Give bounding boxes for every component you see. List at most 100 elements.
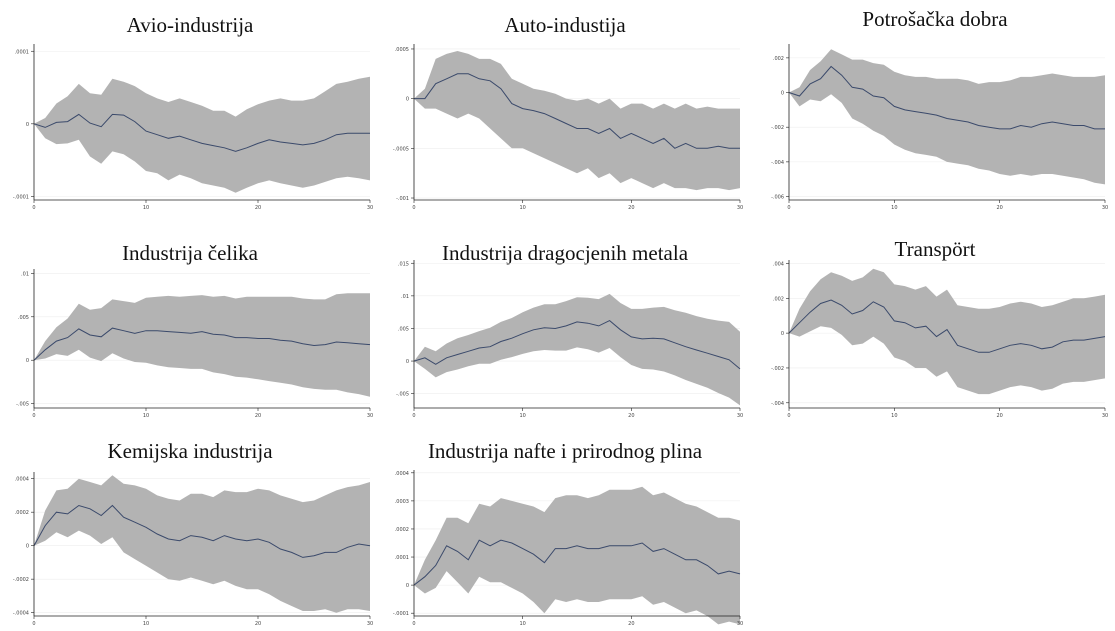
confidence-band <box>414 293 740 406</box>
chart-panel-auto: Auto-industija .0005 0 -.0005 -.001 0 10 20 30 <box>380 12 750 212</box>
y-tick-label: 0 <box>781 91 784 97</box>
y-tick-label: -.005 <box>396 392 409 398</box>
chart-title: Avio-industrija <box>126 13 254 37</box>
x-tick-label: 0 <box>32 621 35 627</box>
x-tick-label: 10 <box>891 413 897 419</box>
impulse-response-line <box>788 299 1106 353</box>
y-tick-label: .0003 <box>395 499 409 505</box>
chart-panel-nafta: Industrija nafte i prirodnog plina .0004… <box>380 438 750 628</box>
x-tick-label: 30 <box>1102 413 1108 419</box>
y-tick-label: .0002 <box>15 510 29 516</box>
x-tick-label: 20 <box>996 205 1002 211</box>
x-tick-label: 30 <box>737 205 743 211</box>
y-tick-label: .005 <box>18 315 29 321</box>
y-tick-label: .0002 <box>395 527 409 533</box>
chart-panel-potrosacka: Potrošačka dobra .002 0 -.002 -.004 -.006 0 10… <box>755 6 1115 212</box>
confidence-band <box>34 293 370 397</box>
chart-panel-kemijska: Kemijska industrija .0004 .0002 0 -.0002 -.0… <box>0 438 380 628</box>
x-tick-label: 30 <box>1102 205 1108 211</box>
y-tick-label: .004 <box>773 261 784 267</box>
impulse-response-line <box>413 320 741 370</box>
chart-title: Industrija nafte i prirodnog plina <box>427 439 703 463</box>
impulse-response-line <box>33 113 370 152</box>
chart-panel-avio: Avio-industrija .0001 0 -.0001 0 10 20 30 <box>0 12 380 212</box>
x-tick-label: 0 <box>787 205 790 211</box>
y-tick-label: -.0001 <box>13 194 29 200</box>
y-tick-label: .002 <box>773 296 784 302</box>
y-tick-label: -.0001 <box>393 611 409 617</box>
x-tick-label: 0 <box>32 205 35 211</box>
x-tick-label: 10 <box>143 205 149 211</box>
y-tick-label: 0 <box>26 122 29 128</box>
x-tick-label: 20 <box>255 621 261 627</box>
chart-plot: .015 .01 .005 0 -.005 0 10 20 30 <box>396 260 743 419</box>
impulse-response-line <box>788 65 1105 130</box>
y-tick-label: -.0002 <box>13 577 29 583</box>
y-tick-label: .01 <box>401 294 409 300</box>
chart-title: Auto-industija <box>504 13 626 37</box>
y-tick-label: .015 <box>398 261 409 267</box>
y-tick-label: .01 <box>21 271 29 277</box>
y-tick-label: .005 <box>398 326 409 332</box>
y-tick-label: -.0005 <box>393 146 409 152</box>
x-tick-label: 20 <box>628 205 634 211</box>
impulse-response-line <box>33 327 371 361</box>
y-tick-label: .0001 <box>15 49 29 55</box>
x-tick-label: 0 <box>412 205 415 211</box>
confidence-band <box>414 486 740 625</box>
y-tick-label: -.004 <box>771 160 784 166</box>
x-tick-label: 10 <box>519 205 525 211</box>
y-tick-label: .0004 <box>15 477 29 483</box>
x-tick-label: 0 <box>787 413 790 419</box>
x-tick-label: 30 <box>367 205 373 211</box>
y-tick-label: .0001 <box>395 555 409 561</box>
x-tick-label: 30 <box>737 621 743 627</box>
x-tick-label: 20 <box>996 413 1002 419</box>
x-tick-label: 10 <box>519 621 525 627</box>
x-tick-label: 0 <box>412 621 415 627</box>
y-tick-label: 0 <box>781 331 784 337</box>
y-tick-label: 0 <box>406 359 409 365</box>
chart-title: Industrija čelika <box>122 241 258 265</box>
chart-title: Industrija dragocjenih metala <box>441 241 689 265</box>
y-tick-label: 0 <box>406 583 409 589</box>
y-tick-label: 0 <box>406 97 409 103</box>
chart-panel-metali: Industrija dragocjenih metala .015 .01 .00… <box>380 240 750 420</box>
x-tick-label: 0 <box>32 413 35 419</box>
impulse-response-line <box>413 539 741 586</box>
chart-panel-celik: Industrija čelika .01.005 0 -.005 0 10 20 30 <box>0 240 380 420</box>
x-tick-label: 10 <box>519 413 525 419</box>
y-tick-label: -.002 <box>771 125 784 131</box>
y-tick-label: .0004 <box>395 471 409 477</box>
y-tick-label: -.002 <box>771 366 784 372</box>
y-tick-label: -.001 <box>396 196 409 202</box>
x-tick-label: 10 <box>891 205 897 211</box>
y-tick-label: -.0004 <box>13 611 29 617</box>
confidence-band <box>414 51 740 191</box>
y-tick-label: -.005 <box>16 402 29 408</box>
x-tick-label: 0 <box>412 413 415 419</box>
y-tick-label: -.006 <box>771 195 784 201</box>
chart-title: Kemijska industrija <box>107 439 273 463</box>
y-tick-label: .002 <box>773 56 784 62</box>
impulse-response-line <box>414 73 740 149</box>
y-tick-label: 0 <box>26 358 29 364</box>
x-tick-label: 20 <box>628 413 634 419</box>
confidence-band <box>789 49 1105 185</box>
confidence-band <box>34 76 370 193</box>
chart-panel-transport: Transpört .004.002 0 -.002 -.004 0 10 20 30 <box>755 236 1115 420</box>
x-tick-label: 20 <box>628 621 634 627</box>
x-tick-label: 20 <box>255 205 261 211</box>
x-tick-label: 10 <box>143 413 149 419</box>
chart-title: Transpört <box>894 237 976 261</box>
confidence-band <box>34 475 370 613</box>
x-tick-label: 30 <box>367 413 373 419</box>
y-tick-label: .0005 <box>395 47 409 53</box>
impulse-response-line <box>33 504 371 558</box>
